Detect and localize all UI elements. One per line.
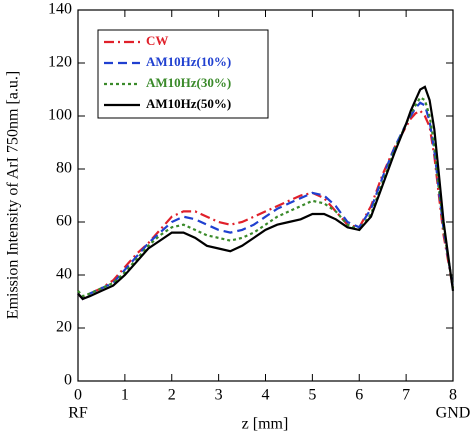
x-tick-label: 3 xyxy=(215,387,223,404)
y-axis-label: Emission Intensity of ArI 750nm [a.u.] xyxy=(5,71,22,319)
y-tick-label: 100 xyxy=(48,107,72,124)
x-tick-label: 4 xyxy=(262,387,270,404)
series-line xyxy=(77,96,455,298)
y-tick-label: 60 xyxy=(56,213,72,230)
x-tick-label: 0 xyxy=(74,387,82,404)
legend-box xyxy=(97,29,269,119)
series-line xyxy=(77,85,455,301)
legend-label: CW xyxy=(146,33,168,48)
x-tick-label: 7 xyxy=(402,387,410,404)
y-tick-label: 120 xyxy=(48,54,72,71)
legend-label: AM10Hz(50%) xyxy=(146,96,231,111)
annotation: RF xyxy=(68,405,88,422)
legend-label: AM10Hz(10%) xyxy=(146,54,231,69)
series-line xyxy=(77,101,455,301)
x-tick-label: 2 xyxy=(168,387,176,404)
annotation: GND xyxy=(436,405,471,422)
y-tick-label: 20 xyxy=(56,319,72,336)
y-tick-label: 0 xyxy=(64,372,72,389)
y-tick-label: 80 xyxy=(56,160,72,177)
x-axis-label: z [mm] xyxy=(242,416,289,433)
legend-label: AM10Hz(30%) xyxy=(146,75,231,90)
y-tick-label: 140 xyxy=(48,1,72,18)
x-tick-label: 8 xyxy=(449,387,457,404)
x-tick-label: 5 xyxy=(308,387,316,404)
y-tick-label: 40 xyxy=(56,266,72,283)
x-tick-label: 1 xyxy=(121,387,129,404)
x-tick-label: 6 xyxy=(355,387,363,404)
series-line xyxy=(77,109,455,301)
